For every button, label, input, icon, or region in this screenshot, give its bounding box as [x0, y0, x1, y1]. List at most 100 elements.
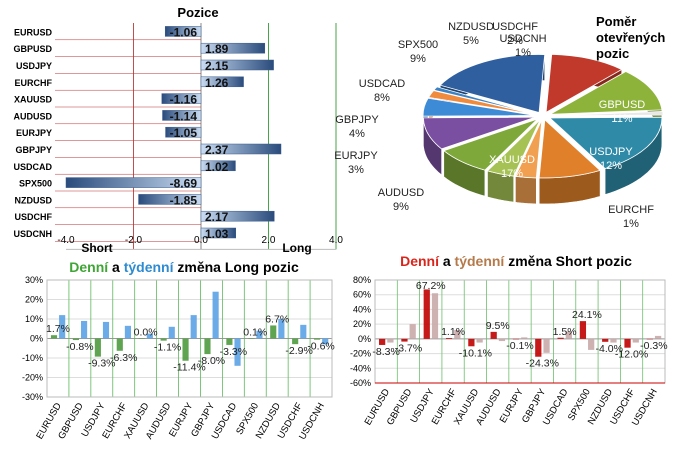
bar-weekly	[498, 338, 506, 342]
title-part: Denní	[400, 253, 440, 269]
pie-label: USDJPY	[589, 146, 633, 158]
bar-daily	[557, 337, 564, 339]
title-part: týdenní	[455, 253, 506, 269]
pie-slices	[422, 53, 664, 205]
y-tick-label: -10%	[22, 353, 43, 363]
title-part: týdenní	[124, 259, 175, 275]
short-chart-title: Denní a týdenní změna Short pozic	[400, 253, 632, 269]
title-part: změna Short pozic	[504, 253, 632, 269]
data-label: 1.02	[205, 160, 229, 174]
bar	[200, 42, 266, 54]
pie-label: 17%	[501, 168, 523, 180]
y-tick-label: 80%	[353, 275, 371, 285]
bar-daily	[646, 338, 653, 340]
bar-weekly	[124, 325, 131, 339]
y-tick-label: -20%	[350, 349, 371, 359]
y-tick-label: 30%	[25, 275, 43, 285]
data-label: -24.3%	[526, 358, 559, 370]
data-label: -8.69	[170, 177, 198, 191]
pie-slice	[422, 116, 536, 150]
pie-slice	[442, 118, 538, 171]
pie-label: USDCAD	[359, 78, 406, 90]
pie-slice	[486, 119, 541, 177]
tick-label: 4.0	[329, 235, 343, 246]
pie-slice	[548, 116, 663, 169]
long-changes-chart: Denní a týdenní změna Long pozic 30% 20% 1…	[22, 259, 335, 442]
category-label: NZDUSD	[15, 195, 53, 205]
data-label: 0.1%	[243, 326, 267, 338]
positions-x-ticks: -4.0 -2.0 0.0 2.0 4.0	[57, 235, 343, 246]
tick-label: -4.0	[57, 235, 75, 246]
bar	[65, 177, 202, 188]
category-label: EURCHF	[15, 78, 53, 88]
pie-label: 9%	[393, 201, 409, 213]
bar-weekly	[300, 324, 307, 339]
pie-label: NZDUSD	[448, 21, 494, 33]
bar	[200, 210, 275, 222]
positions-chart-title: Pozice	[177, 5, 218, 20]
bar-daily	[160, 338, 167, 341]
data-label: 2.15	[205, 59, 229, 73]
bar-daily	[292, 338, 299, 345]
pie-label: SPX500	[398, 39, 438, 51]
pie-label: 8%	[374, 92, 390, 104]
data-label: -6.3%	[110, 352, 137, 364]
bar-weekly	[168, 326, 175, 339]
short-changes-chart: Denní a týdenní změna Short pozic 80% 60%…	[350, 253, 668, 428]
bar-daily	[72, 338, 80, 341]
y-tick-label: 20%	[353, 319, 371, 329]
data-label: -8.0%	[198, 355, 225, 367]
pie-label: 3%	[348, 164, 364, 176]
long-value-labels: 1.7%-0.8%-9.3%-6.3%0.0%-1.1%-11.4%-8.0%-…	[46, 313, 335, 373]
pie-label: 9%	[410, 53, 426, 65]
bar	[200, 76, 244, 88]
positions-category-labels: EURUSD GBPUSD USDJPY EURCHF XAUUSD AUDUSD EURJ…	[13, 27, 52, 239]
bar-daily	[468, 338, 475, 347]
bar-daily	[116, 338, 123, 351]
data-label: -11.4%	[173, 362, 206, 374]
data-label: 1.26	[205, 76, 229, 90]
data-label: -0.3%	[640, 340, 667, 352]
data-label: 24.1%	[572, 309, 602, 321]
y-tick-label: -20%	[22, 373, 43, 383]
pie-slice	[514, 119, 543, 179]
bar-weekly	[146, 333, 153, 339]
data-label: -1.14	[170, 109, 198, 123]
bar	[138, 194, 202, 205]
bar-daily	[602, 338, 609, 342]
bar-daily	[490, 331, 497, 339]
bar-weekly	[654, 335, 662, 339]
pie-title-line: pozic	[596, 46, 629, 61]
bar-weekly	[59, 315, 66, 339]
y-tick-label: -30%	[22, 392, 43, 402]
pie-label: 11%	[611, 113, 632, 125]
bar-weekly	[212, 291, 219, 339]
plot-frame	[46, 279, 333, 398]
pie-label: EURJPY	[334, 150, 378, 162]
pie-slice	[422, 97, 536, 117]
bar-daily	[445, 338, 453, 339]
bar-weekly	[610, 338, 617, 343]
title-part: Denní	[69, 259, 109, 275]
pie-slice	[538, 119, 601, 179]
bar-daily	[94, 338, 101, 357]
data-label: -10.1%	[459, 347, 492, 359]
bar-daily	[379, 338, 386, 345]
bar-daily	[182, 338, 189, 361]
category-label: EURUSD	[14, 27, 53, 37]
pie-label: XAUUSD	[489, 154, 535, 166]
y-tick-label: 10%	[25, 314, 43, 324]
bar-daily	[204, 338, 211, 355]
bar-weekly	[632, 338, 639, 343]
bar-daily	[512, 338, 520, 340]
pie-label: USDCNH	[499, 33, 546, 45]
short-category-labels: EURUSDGBPUSDUSDJPYEURCHFXAUUSDAUDUSDEURJ…	[363, 386, 660, 427]
title-part: a	[108, 259, 124, 275]
category-label: USDJPY	[16, 61, 52, 71]
pie-slice	[545, 53, 623, 114]
bar-daily	[226, 338, 233, 345]
pie-slice	[549, 71, 663, 115]
title-part: změna Long pozic	[174, 259, 299, 275]
bar-daily	[50, 335, 58, 339]
pie-slice	[439, 54, 546, 114]
